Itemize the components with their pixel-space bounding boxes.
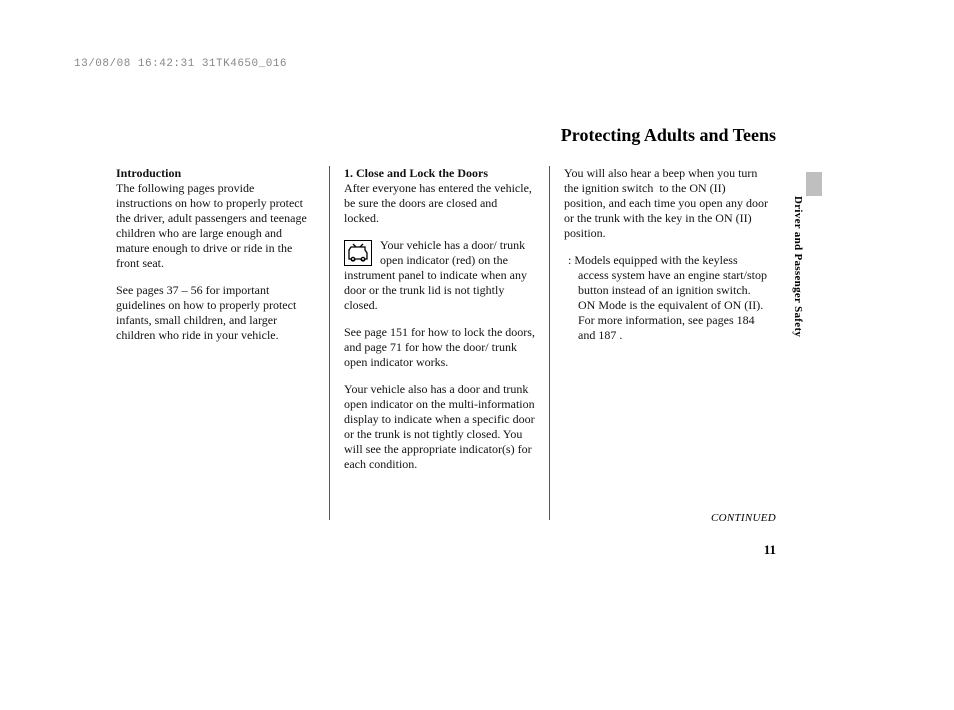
column-3: You will also hear a beep when you turn …: [550, 166, 768, 484]
step1-heading: 1. Close and Lock the Doors: [344, 166, 488, 180]
header-timestamp: 13/08/08 16:42:31 31TK4650_016: [74, 58, 287, 70]
section-tab: [806, 172, 822, 196]
section-label: Driver and Passenger Safety: [792, 196, 804, 337]
keyless-note: : Models equipped with the keyless acces…: [578, 253, 768, 343]
document-page: 13/08/08 16:42:31 31TK4650_016 Protectin…: [0, 0, 954, 710]
intro-heading: Introduction: [116, 166, 181, 180]
indicator-para: Your vehicle has a door/ trunk open indi…: [344, 238, 535, 313]
beep-text: You will also hear a beep when you turn …: [564, 166, 768, 241]
step1-text: After everyone has entered the vehicle, …: [344, 181, 532, 225]
column-1: Introduction The following pages provide…: [116, 166, 329, 484]
door-open-indicator-icon: [344, 240, 372, 266]
column-2: 1. Close and Lock the Doors After everyo…: [329, 166, 550, 484]
content-columns: Introduction The following pages provide…: [116, 166, 768, 484]
page-number: 11: [764, 542, 776, 558]
intro-text: The following pages provide instructions…: [116, 181, 307, 270]
see-pages-text: See pages 37 – 56 for important guidelin…: [116, 283, 313, 343]
continued-label: CONTINUED: [711, 512, 776, 524]
multi-info-text: Your vehicle also has a door and trunk o…: [344, 382, 535, 472]
page-title: Protecting Adults and Teens: [561, 125, 776, 146]
see-page-text: See page 151 for how to lock the doors, …: [344, 325, 535, 370]
column-rule-left-ext: [329, 456, 330, 520]
